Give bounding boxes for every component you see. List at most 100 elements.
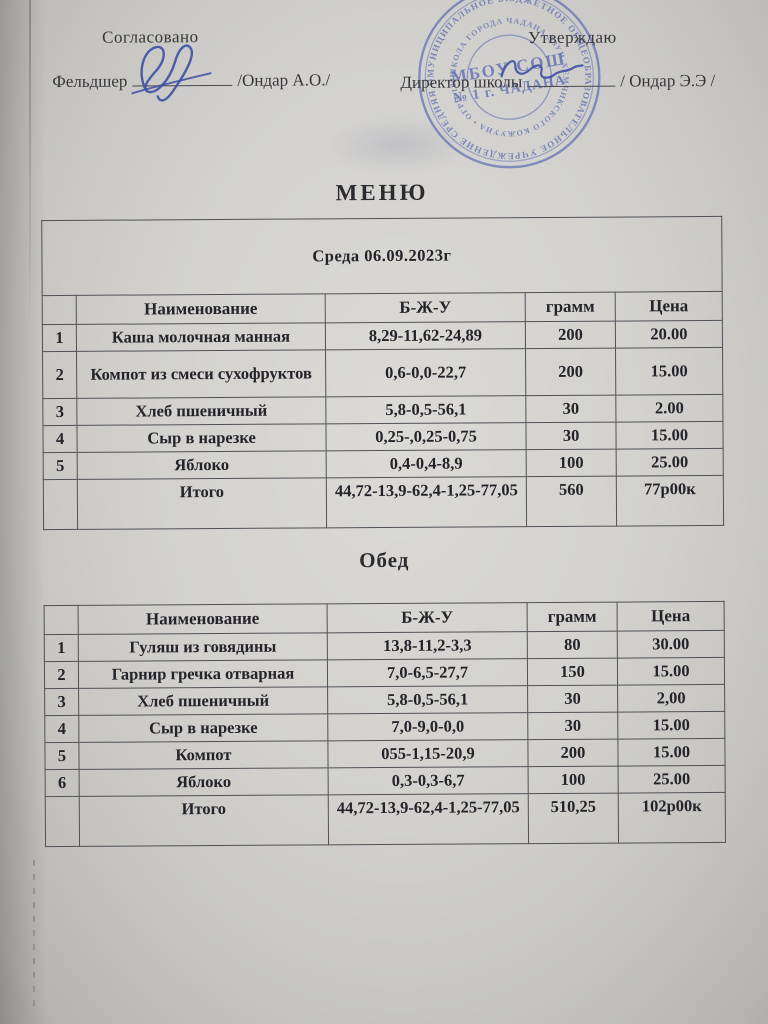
total-price: 77р00к — [616, 475, 724, 527]
menu-row: 5 Компот 055-1,15-20,9 200 15.00 — [44, 738, 726, 770]
cell: 30 — [527, 685, 618, 713]
table-header-row: Наименование Б-Ж-У грамм Цена — [44, 601, 725, 635]
cell: Хлеб пшеничный — [76, 396, 326, 426]
total-bju: 44,72-13,9-62,4-1,25-77,05 — [326, 476, 527, 528]
paper-edge-marks — [33, 860, 35, 1010]
page-title: МЕНЮ — [335, 179, 429, 206]
cell: 0,25-,0,25-0,75 — [325, 422, 527, 451]
stamp-outer-circle — [418, 0, 601, 169]
cell: 20.00 — [615, 320, 723, 349]
paper-edge-line — [29, 0, 31, 330]
cell: 5,8-0,5-56,1 — [325, 395, 526, 424]
cell: Яблоко — [79, 767, 329, 797]
cell: 15.00 — [617, 657, 725, 686]
col-number — [42, 295, 77, 325]
cell: 150 — [527, 658, 618, 686]
cell: Гарнир гречка отварная — [78, 659, 328, 689]
cell: 0,6-0,0-22,7 — [325, 348, 526, 397]
col-gram: грамм — [525, 292, 616, 322]
cell: 7,0-9,0-0,0 — [327, 712, 528, 741]
row-number: 4 — [42, 425, 78, 453]
breakfast-table: Среда 06.09.2023г Наименование Б-Ж-У гра… — [41, 216, 724, 530]
cell: 15.00 — [617, 711, 725, 740]
director-signature — [500, 60, 585, 79]
row-number: 5 — [44, 742, 80, 770]
total-gram: 560 — [526, 476, 617, 527]
menu-row: 1 Гуляш из говядины 13,8-11,2-3,3 80 30.00 — [44, 630, 725, 662]
cell: Компот — [78, 740, 329, 770]
cell: 30 — [525, 395, 616, 423]
feldsher-name: /Ондар А.О./ — [237, 70, 331, 90]
col-price: Цена — [617, 601, 725, 632]
total-label: Итого — [79, 794, 329, 847]
cell: Сыр в нарезке — [78, 713, 328, 743]
table-caption: Среда 06.09.2023г — [41, 216, 723, 296]
row-number: 3 — [42, 398, 77, 426]
cell: 25.00 — [616, 448, 724, 477]
col-gram: грамм — [527, 602, 618, 632]
stamp-mid-circle — [424, 0, 594, 162]
cell: 30 — [525, 422, 617, 450]
cell: 100 — [528, 766, 619, 794]
total-bju: 44,72-13,9-62,4-1,25-77,05 — [328, 793, 529, 845]
cell: 0,3-0,3-6,7 — [328, 766, 529, 795]
row-number: 3 — [44, 688, 79, 716]
cell: Гуляш из говядины — [78, 632, 328, 662]
row-number: 2 — [42, 351, 77, 399]
cell: 100 — [526, 449, 617, 477]
signature-flourish — [131, 72, 212, 95]
cell: 200 — [525, 321, 616, 349]
col-number — [44, 605, 79, 635]
col-name: Наименование — [76, 293, 326, 325]
cell: 25.00 — [618, 765, 726, 794]
cell: 055-1,15-20,9 — [327, 739, 529, 768]
cell — [45, 796, 80, 847]
cell: 8,29-11,62-24,89 — [325, 321, 526, 350]
cell: 13,8-11,2-3,3 — [327, 631, 528, 660]
row-number: 6 — [45, 769, 80, 797]
feldsher-signature — [131, 44, 212, 102]
cell: 80 — [527, 631, 618, 659]
cell: 200 — [527, 739, 619, 767]
cell: 30.00 — [617, 630, 725, 659]
cell: 15.00 — [615, 347, 723, 396]
cell: 5,8-0,5-56,1 — [327, 685, 528, 714]
lunch-table: Наименование Б-Ж-У грамм Цена 1 Гуляш из … — [44, 601, 726, 847]
col-bju: Б-Ж-У — [327, 602, 528, 633]
table-caption-row: Среда 06.09.2023г — [41, 216, 723, 296]
menu-row: 2 Компот из смеси сухофруктов 0,6-0,0-22,7… — [42, 347, 723, 399]
cell: 0,4-0,4-8,9 — [326, 449, 527, 478]
director-name: / Ондар Э.Э / — [620, 70, 716, 91]
menu-row: 5 Яблоко 0,4-0,4-8,9 100 25.00 — [43, 448, 724, 480]
total-row: Итого 44,72-13,9-62,4-1,25-77,05 510,25 … — [45, 792, 726, 847]
cell: 15.00 — [615, 421, 724, 450]
cell — [43, 479, 78, 530]
row-number: 1 — [44, 634, 79, 662]
total-gram: 510,25 — [528, 793, 619, 844]
row-number: 1 — [42, 324, 77, 352]
total-row: Итого 44,72-13,9-62,4-1,25-77,05 560 77р… — [43, 475, 724, 530]
menu-row: 4 Сыр в нарезке 7,0-9,0-0,0 30 15.00 — [44, 711, 725, 743]
cell: 2,00 — [617, 684, 725, 713]
row-number: 4 — [44, 715, 79, 743]
menu-row: 4 Сыр в нарезке 0,25-,0,25-0,75 30 15.00 — [42, 421, 724, 453]
menu-row: 2 Гарнир гречка отварная 7,0-6,5-27,7 150 15… — [44, 657, 725, 689]
lunch-heading: Обед — [359, 547, 410, 573]
cell: Каша молочная манная — [76, 322, 326, 352]
approved-label: Утверждаю — [528, 27, 617, 48]
cell: 30 — [527, 712, 618, 740]
cell: 7,0-6,5-27,7 — [327, 658, 528, 687]
menu-row: 3 Хлеб пшеничный 5,8-0,5-56,1 30 2.00 — [42, 394, 723, 426]
total-label: Итого — [77, 477, 327, 530]
cell: Хлеб пшеничный — [78, 686, 328, 716]
signature-stroke — [500, 60, 585, 79]
col-name: Наименование — [78, 603, 328, 635]
row-number: 2 — [44, 661, 79, 689]
row-number: 5 — [43, 452, 78, 480]
cell: 200 — [525, 348, 616, 396]
cell: Сыр в нарезке — [76, 423, 327, 453]
menu-row: 1 Каша молочная манная 8,29-11,62-24,89 200… — [42, 320, 723, 352]
signature-stroke — [140, 44, 194, 102]
